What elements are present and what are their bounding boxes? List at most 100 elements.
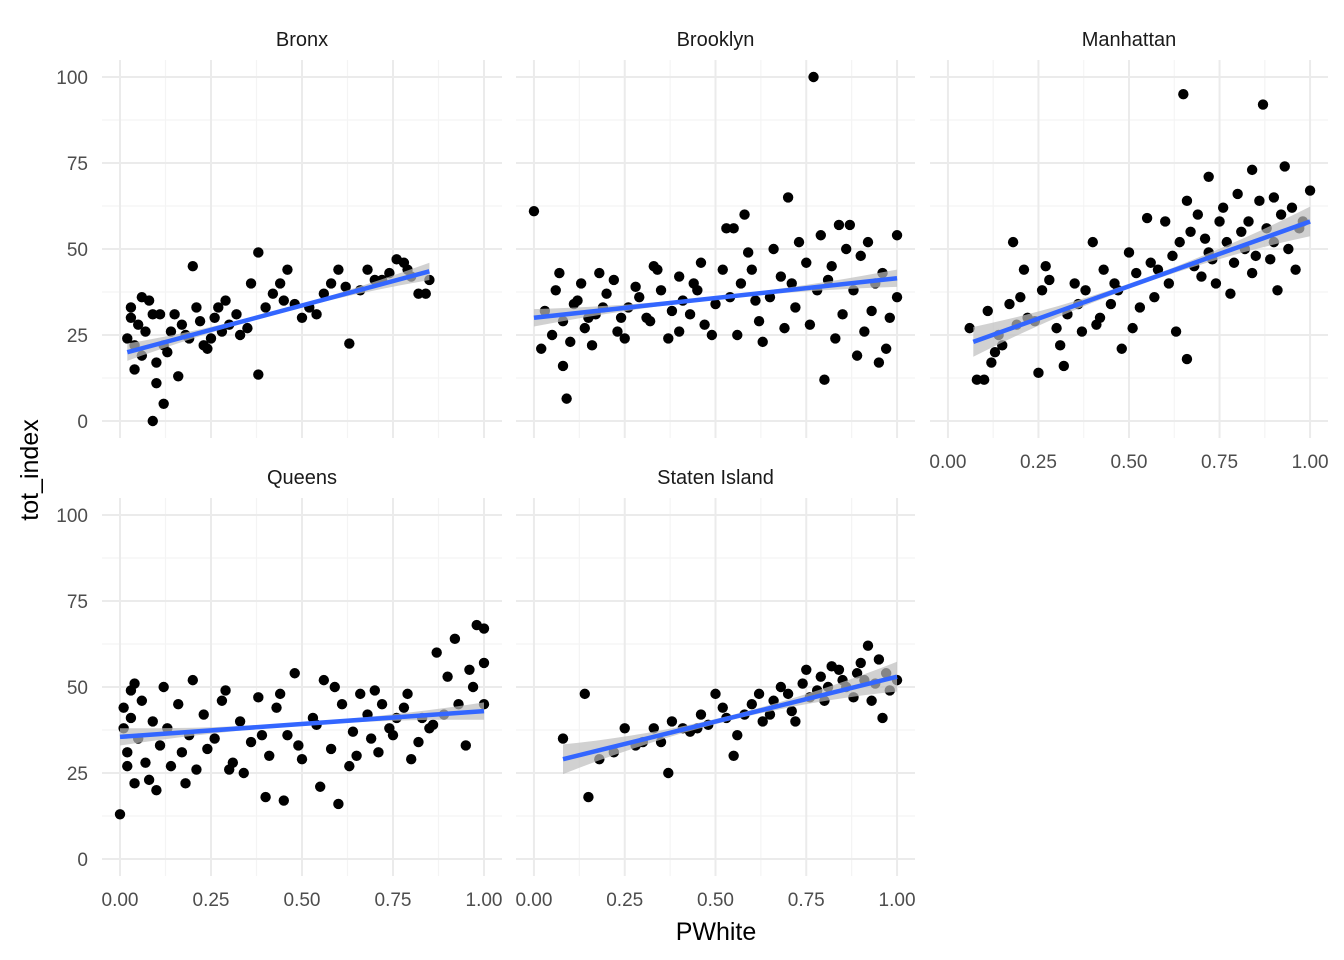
facet-title: Bronx: [276, 29, 328, 51]
data-point: [191, 764, 202, 775]
data-point: [750, 295, 761, 306]
data-point: [757, 336, 768, 348]
data-point: [779, 322, 790, 334]
data-point: [140, 326, 151, 337]
data-point: [464, 664, 475, 676]
data-point: [238, 767, 249, 779]
y-tick-label: 75: [67, 592, 88, 613]
data-point: [986, 357, 997, 368]
data-point: [1040, 260, 1051, 272]
data-point: [245, 736, 257, 748]
data-point: [684, 309, 696, 320]
data-point: [413, 736, 424, 748]
data-point: [1250, 250, 1261, 262]
data-point: [634, 291, 645, 303]
data-point: [129, 678, 140, 689]
y-tick-label: 0: [77, 412, 88, 433]
data-point: [717, 702, 728, 713]
data-point: [220, 685, 231, 696]
data-point: [862, 640, 874, 651]
y-tick-label: 75: [67, 154, 88, 175]
data-point: [136, 695, 148, 706]
data-point: [1160, 216, 1171, 227]
data-point: [1044, 274, 1055, 286]
data-point: [362, 264, 373, 275]
data-point: [1283, 243, 1294, 255]
data-point: [572, 295, 583, 306]
data-point: [855, 657, 866, 669]
data-point: [202, 343, 213, 354]
data-point: [158, 398, 169, 409]
data-point: [1051, 322, 1062, 334]
x-tick-label: 0.50: [1111, 452, 1148, 473]
data-point: [608, 274, 620, 286]
x-tick-label: 1.00: [879, 890, 916, 911]
data-point: [187, 674, 198, 686]
data-point: [311, 309, 322, 320]
data-point: [746, 698, 758, 710]
data-point: [158, 681, 169, 693]
data-point: [710, 298, 721, 310]
facet-panel-manhattan: Manhattan: [930, 29, 1328, 438]
data-point: [1127, 322, 1138, 334]
data-point: [801, 257, 812, 268]
data-point: [133, 319, 144, 330]
data-point: [333, 264, 344, 275]
data-point: [1279, 161, 1290, 172]
data-point: [1268, 192, 1280, 203]
data-point: [663, 333, 674, 344]
data-point: [234, 329, 246, 341]
data-point: [782, 688, 794, 700]
data-point: [786, 705, 797, 717]
data-point: [1087, 236, 1098, 248]
data-point: [125, 712, 137, 724]
y-tick-label: 100: [56, 68, 88, 89]
data-point: [467, 681, 479, 693]
data-point: [176, 747, 188, 758]
data-point: [565, 336, 576, 348]
data-point: [873, 357, 885, 368]
data-point: [732, 729, 743, 741]
data-point: [757, 716, 768, 727]
data-point: [336, 698, 348, 710]
data-point: [1105, 298, 1117, 310]
data-point: [978, 374, 990, 385]
data-point: [478, 657, 490, 669]
data-point: [579, 322, 590, 334]
data-point: [245, 278, 257, 289]
data-point: [710, 688, 721, 700]
data-point: [1076, 326, 1088, 337]
data-point: [1232, 188, 1243, 200]
data-point: [1167, 250, 1178, 262]
data-point: [706, 329, 718, 341]
data-point: [1228, 257, 1240, 268]
data-point: [1257, 99, 1269, 110]
facet-panel-brooklyn: Brooklyn: [516, 29, 915, 438]
data-point: [717, 264, 728, 275]
data-point: [176, 319, 188, 330]
data-point: [673, 271, 685, 282]
data-point: [278, 795, 289, 806]
data-point: [866, 695, 877, 706]
data-point: [873, 654, 885, 665]
data-point: [782, 192, 794, 203]
data-point: [583, 791, 594, 803]
data-point: [278, 295, 289, 306]
data-point: [554, 267, 565, 279]
data-point: [427, 719, 439, 731]
data-point: [877, 712, 888, 724]
data-point: [413, 288, 424, 299]
data-point: [293, 740, 304, 751]
data-point: [213, 302, 224, 313]
data-point: [449, 633, 461, 645]
data-point: [318, 674, 330, 686]
data-point: [790, 302, 801, 313]
x-tick-label: 0.00: [102, 890, 139, 911]
data-point: [282, 264, 293, 275]
data-point: [114, 809, 126, 820]
data-point: [205, 333, 217, 344]
data-point: [1007, 236, 1019, 248]
data-point: [151, 377, 162, 389]
data-point: [253, 692, 264, 703]
data-point: [826, 260, 837, 272]
